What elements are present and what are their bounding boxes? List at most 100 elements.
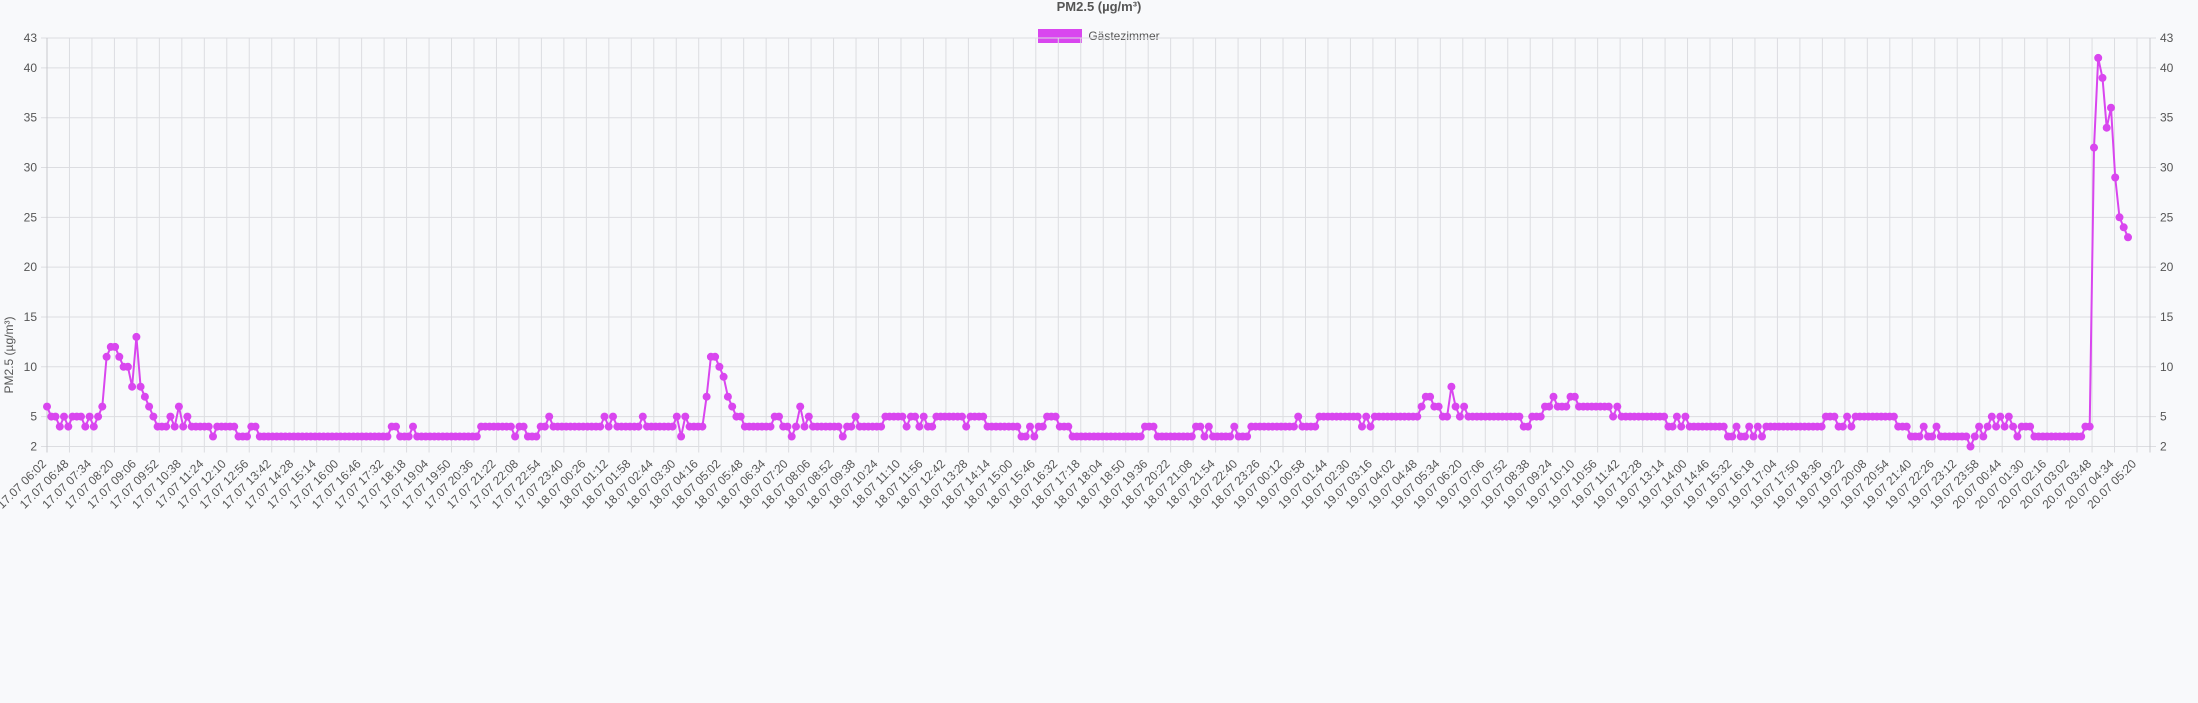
data-point[interactable]: [136, 382, 145, 391]
data-point[interactable]: [2000, 422, 2009, 431]
data-point[interactable]: [851, 412, 860, 421]
data-point[interactable]: [736, 412, 745, 421]
data-point[interactable]: [251, 422, 260, 431]
data-point[interactable]: [1434, 402, 1443, 411]
data-point[interactable]: [1919, 422, 1928, 431]
data-point[interactable]: [392, 422, 400, 431]
data-point[interactable]: [958, 412, 966, 421]
data-point[interactable]: [1983, 422, 1992, 431]
data-point[interactable]: [1843, 412, 1852, 421]
data-point[interactable]: [877, 422, 886, 431]
data-point[interactable]: [1013, 422, 1022, 431]
data-point[interactable]: [1545, 402, 1554, 411]
data-point[interactable]: [77, 412, 85, 421]
data-point[interactable]: [1243, 432, 1252, 441]
data-point[interactable]: [1979, 432, 1988, 441]
data-point[interactable]: [43, 402, 51, 411]
data-point[interactable]: [204, 422, 213, 431]
data-point[interactable]: [928, 422, 937, 431]
data-point[interactable]: [1562, 402, 1571, 411]
data-point[interactable]: [1417, 402, 1426, 411]
data-point[interactable]: [1064, 422, 1073, 431]
data-point[interactable]: [383, 432, 392, 441]
data-point[interactable]: [94, 412, 103, 421]
data-point[interactable]: [1672, 412, 1681, 421]
data-point[interactable]: [634, 422, 643, 431]
data-point[interactable]: [783, 422, 792, 431]
data-point[interactable]: [1366, 422, 1375, 431]
data-point[interactable]: [166, 412, 175, 421]
data-point[interactable]: [2102, 123, 2111, 132]
data-point[interactable]: [2013, 432, 2022, 441]
data-point[interactable]: [1289, 422, 1298, 431]
data-point[interactable]: [902, 422, 911, 431]
data-point[interactable]: [230, 422, 239, 431]
data-point[interactable]: [1668, 422, 1677, 431]
data-point[interactable]: [1447, 382, 1456, 391]
data-point[interactable]: [2085, 422, 2094, 431]
data-point[interactable]: [715, 362, 724, 371]
data-point[interactable]: [1987, 412, 1996, 421]
data-point[interactable]: [183, 412, 192, 421]
data-point[interactable]: [472, 432, 481, 441]
data-point[interactable]: [1549, 392, 1558, 401]
legend-swatch[interactable]: [1038, 29, 1083, 43]
data-point[interactable]: [243, 432, 251, 441]
data-point[interactable]: [2077, 432, 2086, 441]
data-point[interactable]: [2124, 233, 2132, 242]
data-point[interactable]: [1136, 432, 1145, 441]
data-point[interactable]: [2111, 173, 2120, 182]
data-point[interactable]: [1051, 412, 1060, 421]
data-point[interactable]: [1996, 412, 2005, 421]
data-point[interactable]: [1604, 402, 1613, 411]
data-point[interactable]: [1966, 442, 1975, 451]
data-point[interactable]: [800, 422, 809, 431]
data-point[interactable]: [1413, 412, 1422, 421]
data-point[interactable]: [1745, 422, 1754, 431]
data-point[interactable]: [1026, 422, 1034, 431]
data-point[interactable]: [2119, 223, 2128, 232]
data-point[interactable]: [723, 392, 732, 401]
data-point[interactable]: [2115, 213, 2124, 222]
data-point[interactable]: [1660, 412, 1669, 421]
data-point[interactable]: [911, 412, 920, 421]
data-point[interactable]: [1613, 402, 1622, 411]
data-point[interactable]: [775, 412, 783, 421]
data-point[interactable]: [1609, 412, 1618, 421]
data-point[interactable]: [1975, 422, 1984, 431]
data-point[interactable]: [838, 432, 847, 441]
data-point[interactable]: [1294, 412, 1303, 421]
data-point[interactable]: [711, 352, 720, 361]
data-point[interactable]: [834, 422, 843, 431]
data-point[interactable]: [209, 432, 217, 441]
data-point[interactable]: [668, 422, 677, 431]
data-point[interactable]: [1187, 432, 1196, 441]
data-point[interactable]: [532, 432, 541, 441]
data-point[interactable]: [796, 402, 805, 411]
data-point[interactable]: [2107, 103, 2115, 112]
data-point[interactable]: [545, 412, 554, 421]
data-point[interactable]: [2009, 422, 2018, 431]
data-point[interactable]: [1021, 432, 1030, 441]
data-point[interactable]: [540, 422, 549, 431]
data-point[interactable]: [1749, 432, 1758, 441]
data-point[interactable]: [1524, 422, 1532, 431]
data-point[interactable]: [1758, 432, 1766, 441]
data-point[interactable]: [1455, 412, 1464, 421]
data-point[interactable]: [1719, 422, 1728, 431]
data-point[interactable]: [2090, 143, 2098, 152]
data-point[interactable]: [519, 422, 528, 431]
data-point[interactable]: [162, 422, 171, 431]
data-point[interactable]: [1830, 412, 1839, 421]
data-point[interactable]: [1200, 432, 1209, 441]
legend-label[interactable]: Gästezimmer: [1088, 29, 1160, 43]
data-point[interactable]: [728, 402, 737, 411]
data-point[interactable]: [511, 432, 520, 441]
data-point[interactable]: [1038, 422, 1047, 431]
data-point[interactable]: [102, 352, 111, 361]
data-point[interactable]: [1311, 422, 1320, 431]
data-point[interactable]: [1230, 422, 1239, 431]
data-point[interactable]: [170, 422, 179, 431]
data-point[interactable]: [1741, 432, 1749, 441]
data-point[interactable]: [1681, 412, 1690, 421]
